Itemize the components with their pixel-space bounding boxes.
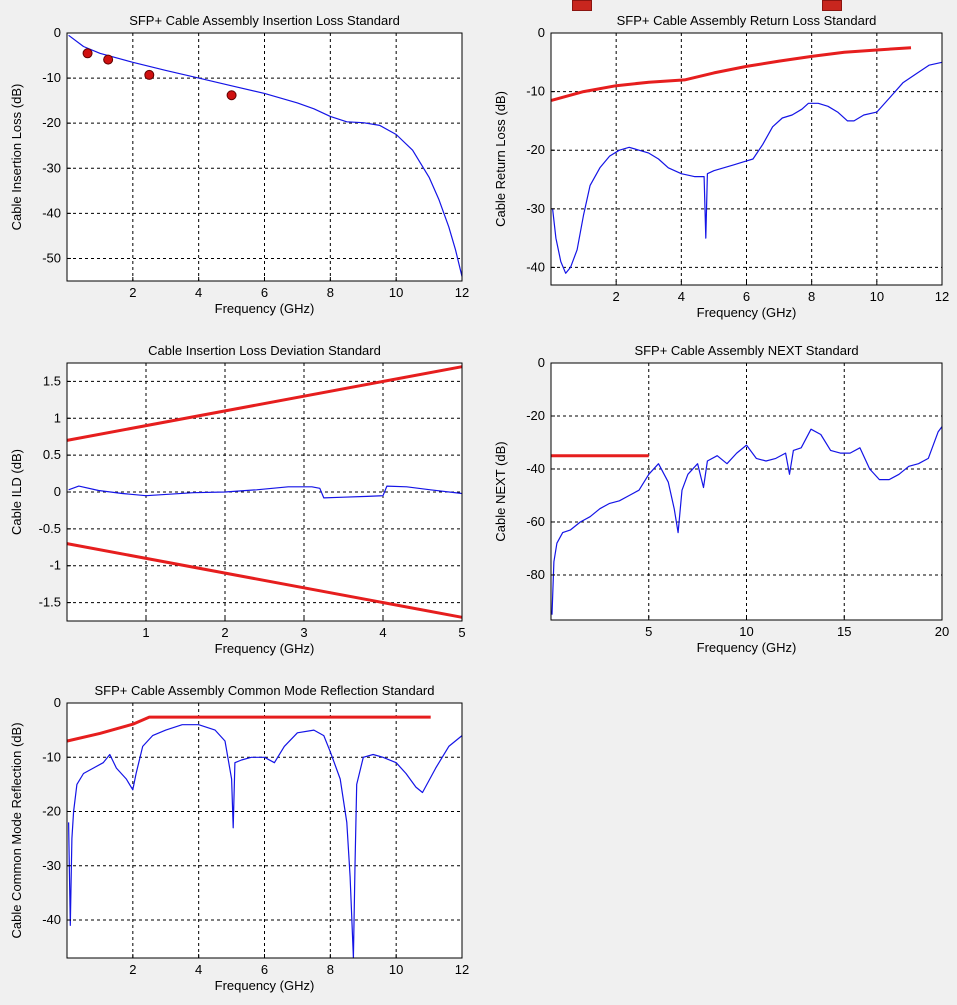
data-point bbox=[226, 90, 237, 101]
limit-line bbox=[66, 542, 463, 619]
y-tick-label: -1.5 bbox=[39, 595, 61, 610]
y-tick-label: -20 bbox=[526, 408, 545, 423]
y-tick-label: -60 bbox=[526, 514, 545, 529]
x-tick-label: 10 bbox=[739, 624, 753, 639]
data-point bbox=[103, 54, 114, 65]
x-tick-label: 6 bbox=[261, 962, 268, 977]
chart-title: SFP+ Cable Assembly Insertion Loss Stand… bbox=[129, 13, 400, 28]
y-tick-label: -20 bbox=[42, 804, 61, 819]
chart-title: SFP+ Cable Assembly Return Loss Standard bbox=[617, 13, 877, 28]
x-tick-label: 12 bbox=[455, 285, 469, 300]
x-axis-label: Frequency (GHz) bbox=[215, 641, 315, 656]
chart-title: SFP+ Cable Assembly Common Mode Reflecti… bbox=[95, 683, 435, 698]
chart-insertion-loss: 2 4 6 8 10 12 0 -10 -20 -30 -40 -50 SFP+ Cable Assem… bbox=[9, 13, 469, 316]
y-tick-label: 0.5 bbox=[43, 447, 61, 462]
y-tick-label: -20 bbox=[42, 115, 61, 130]
y-tick-label: -10 bbox=[42, 749, 61, 764]
x-tick-label: 12 bbox=[935, 289, 949, 304]
x-tick-label: 5 bbox=[458, 625, 465, 640]
y-tick-label: -30 bbox=[42, 858, 61, 873]
y-tick-label: -10 bbox=[526, 84, 545, 99]
y-tick-label: -0.5 bbox=[39, 521, 61, 536]
limit-line bbox=[550, 46, 912, 102]
x-tick-label: 6 bbox=[261, 285, 268, 300]
y-tick-label: 0 bbox=[538, 25, 545, 40]
y-tick-label: 0 bbox=[54, 695, 61, 710]
x-axis-label: Frequency (GHz) bbox=[697, 640, 797, 655]
y-tick-label: 0 bbox=[538, 355, 545, 370]
x-tick-label: 5 bbox=[645, 624, 652, 639]
y-tick-label: -30 bbox=[42, 160, 61, 175]
chart-next: 5 10 15 20 0 -20 -40 -60 -80 SFP+ Cable Assembly … bbox=[493, 343, 949, 655]
x-tick-label: 8 bbox=[327, 962, 334, 977]
y-tick-label: 0 bbox=[54, 25, 61, 40]
x-tick-label: 12 bbox=[455, 962, 469, 977]
limit-line bbox=[66, 715, 431, 743]
x-tick-label: 6 bbox=[743, 289, 750, 304]
x-tick-label: 4 bbox=[379, 625, 386, 640]
chart-title: Cable Insertion Loss Deviation Standard bbox=[148, 343, 381, 358]
x-tick-label: 10 bbox=[870, 289, 884, 304]
y-tick-label: -80 bbox=[526, 567, 545, 582]
y-axis-label: Cable Insertion Loss (dB) bbox=[9, 84, 24, 231]
y-tick-label: -50 bbox=[42, 250, 61, 265]
x-tick-label: 8 bbox=[808, 289, 815, 304]
y-tick-label: -20 bbox=[526, 142, 545, 157]
chart-common-mode-reflection: 2 4 6 8 10 12 0 -10 -20 -30 -40 SFP+ Cable Assembly… bbox=[9, 683, 469, 993]
measured-line bbox=[551, 426, 943, 615]
legend-swatch-red bbox=[572, 0, 592, 11]
chart-ild: 1 2 3 4 5 1.5 1 0.5 0 -0.5 -1 -1.5 Cable Insertion L… bbox=[9, 343, 466, 656]
data-point bbox=[82, 48, 93, 59]
y-tick-label: 1 bbox=[54, 410, 61, 425]
measured-line bbox=[68, 485, 463, 499]
plot-area bbox=[67, 363, 462, 621]
x-tick-label: 2 bbox=[221, 625, 228, 640]
x-tick-label: 15 bbox=[837, 624, 851, 639]
x-tick-label: 2 bbox=[129, 285, 136, 300]
legend-swatch-red bbox=[822, 0, 842, 11]
y-axis-label: Cable Return Loss (dB) bbox=[493, 91, 508, 227]
x-tick-label: 10 bbox=[389, 962, 403, 977]
y-tick-label: -30 bbox=[526, 201, 545, 216]
chart-return-loss: 2 4 6 8 10 12 0 -10 -20 -30 -40 SFP+ Cable Assembly… bbox=[493, 13, 949, 320]
x-tick-label: 4 bbox=[195, 962, 202, 977]
y-tick-label: 1.5 bbox=[43, 373, 61, 388]
x-tick-label: 2 bbox=[129, 962, 136, 977]
x-axis-label: Frequency (GHz) bbox=[215, 301, 315, 316]
y-tick-label: -1 bbox=[49, 558, 61, 573]
y-tick-label: -40 bbox=[42, 912, 61, 927]
x-tick-label: 8 bbox=[327, 285, 334, 300]
x-tick-label: 3 bbox=[300, 625, 307, 640]
limit-line bbox=[66, 365, 463, 442]
y-axis-label: Cable NEXT (dB) bbox=[493, 441, 508, 541]
x-tick-label: 20 bbox=[935, 624, 949, 639]
y-tick-label: -40 bbox=[526, 259, 545, 274]
y-tick-label: -10 bbox=[42, 70, 61, 85]
x-axis-label: Frequency (GHz) bbox=[697, 305, 797, 320]
y-tick-label: 0 bbox=[54, 484, 61, 499]
x-tick-label: 1 bbox=[142, 625, 149, 640]
y-tick-label: -40 bbox=[42, 205, 61, 220]
y-axis-label: Cable ILD (dB) bbox=[9, 449, 24, 535]
y-tick-label: -40 bbox=[526, 461, 545, 476]
measured-line bbox=[552, 61, 943, 274]
data-point bbox=[144, 69, 155, 80]
y-axis-label: Cable Common Mode Reflection (dB) bbox=[9, 722, 24, 938]
measured-line bbox=[68, 34, 463, 277]
x-tick-label: 4 bbox=[678, 289, 685, 304]
x-tick-label: 2 bbox=[613, 289, 620, 304]
x-axis-label: Frequency (GHz) bbox=[215, 978, 315, 993]
x-tick-label: 4 bbox=[195, 285, 202, 300]
chart-title: SFP+ Cable Assembly NEXT Standard bbox=[634, 343, 858, 358]
measured-line bbox=[68, 724, 463, 959]
x-tick-label: 10 bbox=[389, 285, 403, 300]
